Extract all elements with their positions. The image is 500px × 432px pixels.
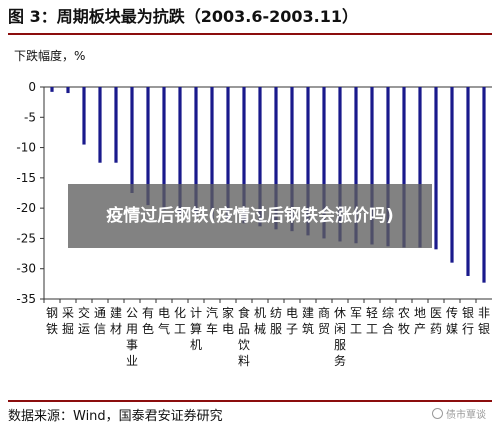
x-tick-label: 电子 xyxy=(286,306,298,336)
bar-chart: 0 -5 -10 -15 -20 -25 -30 -35 钢铁采掘交运通信建材公用事业有色电气化… xyxy=(16,80,492,368)
x-tick-label: 计算机 xyxy=(190,306,202,352)
y-tick-label: -20 xyxy=(16,201,36,215)
y-tick-label: -5 xyxy=(24,110,36,124)
headline-overlay[interactable]: 疫情过后钢铁(疫情过后钢铁会涨价吗) xyxy=(68,184,432,248)
x-tick-label: 通信 xyxy=(94,306,106,336)
bar-4 xyxy=(98,87,102,163)
x-tick-label: 银行 xyxy=(462,306,474,336)
x-tick-label: 综合 xyxy=(382,306,394,336)
bar-8 xyxy=(162,87,166,210)
bar-16 xyxy=(290,87,294,232)
y-tick-label: -30 xyxy=(16,262,36,276)
bar-10 xyxy=(194,87,198,218)
x-tick-label: 交运 xyxy=(78,305,90,336)
bar-9 xyxy=(178,87,182,215)
bar-26 xyxy=(450,87,454,263)
x-tick-label: 采掘 xyxy=(62,306,74,336)
bar-12 xyxy=(226,87,230,221)
bar-11 xyxy=(210,87,214,220)
y-tick-label: -25 xyxy=(16,231,36,245)
x-tick-label: 电气 xyxy=(158,306,170,336)
x-tick-label: 地产 xyxy=(414,306,426,336)
x-tick-label: 汽车 xyxy=(206,305,218,336)
x-tick-label: 军工 xyxy=(350,306,362,336)
y-tick-label: -10 xyxy=(16,141,36,155)
x-tick-label: 食品饮料 xyxy=(238,305,250,368)
bar-27 xyxy=(466,87,470,276)
x-tick-label: 有色 xyxy=(142,306,154,336)
figure-title: 图 3：周期板块最为抗跌（2003.6-2003.11） xyxy=(8,7,358,26)
bar-3 xyxy=(82,87,86,145)
source-note: 数据来源：Wind，国泰君安证券研究 xyxy=(8,409,223,424)
x-tick-label: 农牧 xyxy=(398,306,410,336)
y-axis-label: 下跌幅度，% xyxy=(14,49,86,63)
bar-1 xyxy=(50,87,54,92)
bar-5 xyxy=(114,87,118,163)
bar-6 xyxy=(130,87,134,193)
wechat-icon xyxy=(432,408,443,419)
bar-23 xyxy=(402,87,406,248)
x-tick-label: 公用事业 xyxy=(126,306,138,368)
watermark: 债市覃谈 xyxy=(432,406,486,421)
source-rule xyxy=(8,400,492,402)
y-tick-label: -15 xyxy=(16,171,36,185)
x-tick-label: 家电 xyxy=(222,305,234,336)
bar-17 xyxy=(306,87,310,236)
bar-21 xyxy=(370,87,374,245)
bar-18 xyxy=(322,87,326,239)
x-tick-label: 商贸 xyxy=(318,305,330,336)
y-tick-label: -35 xyxy=(16,292,36,306)
bar-14 xyxy=(258,87,262,227)
x-tick-label: 医药 xyxy=(430,306,442,336)
x-tick-label: 传媒 xyxy=(446,305,458,336)
x-tick-label: 轻工 xyxy=(366,306,378,336)
bar-2 xyxy=(66,87,70,94)
x-tick-label: 钢铁 xyxy=(46,306,58,336)
x-tick-label: 非银 xyxy=(478,306,490,336)
x-tick-label: 化工 xyxy=(174,306,186,336)
y-tick-label: 0 xyxy=(28,80,36,94)
bar-13 xyxy=(242,87,246,224)
x-tick-label: 建筑 xyxy=(302,306,314,336)
bar-15 xyxy=(274,87,278,230)
title-rule xyxy=(8,33,492,35)
x-tick-label: 休闲服务 xyxy=(334,306,346,368)
bar-22 xyxy=(386,87,390,247)
x-tick-label: 纺服 xyxy=(270,306,282,336)
x-tick-label: 建材 xyxy=(110,306,122,336)
bar-20 xyxy=(354,87,358,244)
bar-25 xyxy=(434,87,438,250)
bar-24 xyxy=(418,87,422,248)
watermark-text: 债市覃谈 xyxy=(446,410,486,421)
bar-28 xyxy=(482,87,486,283)
bar-7 xyxy=(146,87,150,206)
x-tick-label: 机械 xyxy=(254,306,266,336)
bar-19 xyxy=(338,87,342,242)
